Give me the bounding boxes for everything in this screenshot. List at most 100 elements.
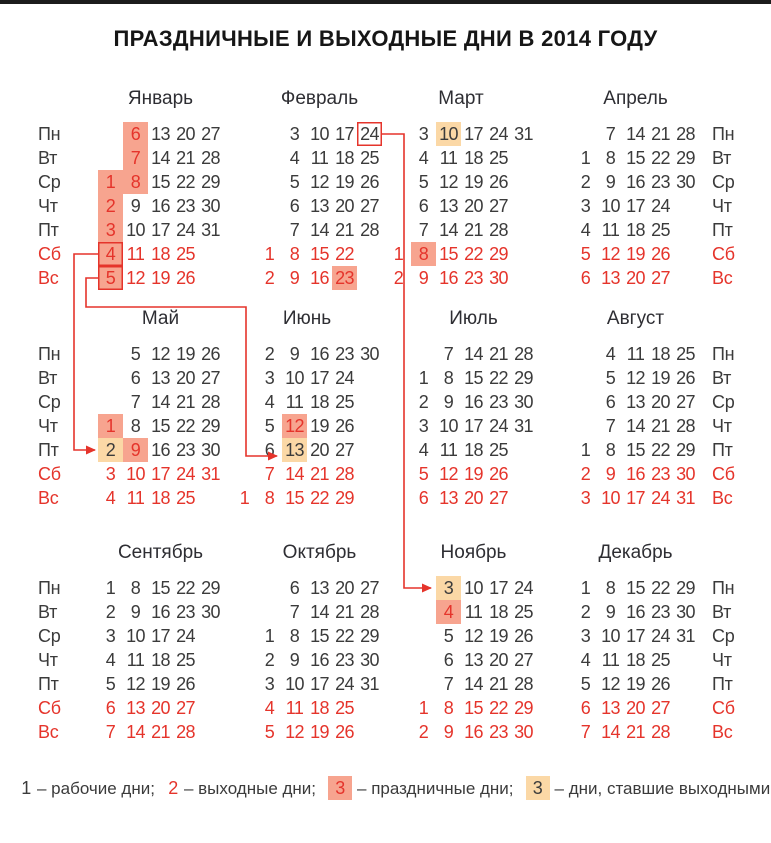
day-jul-6: 6	[418, 488, 429, 508]
day-sep-18: 18	[151, 650, 170, 670]
day-feb-8: 8	[289, 244, 300, 264]
day-jul-17: 17	[464, 416, 483, 436]
day-jan-9: 9	[130, 196, 141, 216]
day-oct-15: 15	[310, 626, 329, 646]
day-jul-19: 19	[464, 464, 483, 484]
day-jul-31: 31	[514, 416, 533, 436]
day-jun-1: 1	[239, 488, 250, 508]
day-apr-1: 1	[580, 148, 591, 168]
day-jul-2: 2	[418, 392, 429, 412]
day-dec-29: 29	[676, 578, 695, 598]
day-feb-25: 25	[360, 148, 379, 168]
day-feb-1: 1	[264, 244, 275, 264]
transfer-arrow-jan4-to-may2	[73, 253, 98, 455]
day-feb-14: 14	[310, 220, 329, 240]
month-title-mar: Март	[438, 88, 484, 109]
day-sep-7: 7	[105, 722, 116, 742]
day-jun-25: 25	[335, 392, 354, 412]
day-mar-25: 25	[489, 148, 508, 168]
day-nov-11: 11	[464, 602, 483, 622]
top-border-line	[0, 0, 771, 4]
day-feb-24: 24	[357, 122, 382, 146]
weekday-label-left-пт-band3: Пт	[38, 674, 59, 694]
day-may-10: 10	[126, 464, 145, 484]
day-dec-24: 24	[651, 626, 670, 646]
day-mar-31: 31	[514, 124, 533, 144]
day-apr-25: 25	[651, 220, 670, 240]
weekday-label-right-вт-band3: Вт	[712, 602, 732, 622]
day-sep-10: 10	[126, 626, 145, 646]
day-aug-24: 24	[651, 488, 670, 508]
day-mar-6: 6	[418, 196, 429, 216]
day-dec-15: 15	[626, 578, 645, 598]
day-mar-19: 19	[464, 172, 483, 192]
day-aug-20: 20	[651, 392, 670, 412]
weekday-label-right-чт-band2: Чт	[712, 416, 732, 436]
day-jan-25: 25	[176, 244, 195, 264]
day-feb-13: 13	[310, 196, 329, 216]
day-nov-20: 20	[489, 650, 508, 670]
day-nov-3: 3	[436, 576, 461, 600]
day-jun-15: 15	[285, 488, 304, 508]
day-feb-11: 11	[310, 148, 329, 168]
day-dec-3: 3	[580, 626, 591, 646]
day-jun-19: 19	[310, 416, 329, 436]
day-dec-22: 22	[651, 578, 670, 598]
day-jun-3: 3	[264, 368, 275, 388]
day-sep-12: 12	[126, 674, 145, 694]
day-sep-22: 22	[176, 578, 195, 598]
day-nov-2: 2	[418, 722, 429, 742]
day-jul-7: 7	[443, 344, 454, 364]
day-mar-2: 2	[393, 268, 404, 288]
day-apr-6: 6	[580, 268, 591, 288]
day-jul-12: 12	[439, 464, 458, 484]
day-jul-29: 29	[514, 368, 533, 388]
day-sep-21: 21	[151, 722, 170, 742]
weekday-label-right-вс-band2: Вс	[712, 488, 733, 508]
day-jul-21: 21	[489, 344, 508, 364]
month-title-sep: Сентябрь	[117, 542, 204, 563]
day-apr-23: 23	[651, 172, 670, 192]
day-jun-11: 11	[285, 392, 304, 412]
month-title-apr: Апрель	[603, 88, 668, 109]
day-dec-9: 9	[605, 602, 616, 622]
day-sep-2: 2	[105, 602, 116, 622]
day-mar-28: 28	[489, 220, 508, 240]
day-aug-15: 15	[626, 440, 645, 460]
day-jun-5: 5	[264, 416, 275, 436]
day-mar-11: 11	[439, 148, 458, 168]
day-nov-12: 12	[464, 626, 483, 646]
day-feb-10: 10	[310, 124, 329, 144]
day-apr-7: 7	[605, 124, 616, 144]
day-apr-2: 2	[580, 172, 591, 192]
day-jan-14: 14	[151, 148, 170, 168]
day-mar-7: 7	[418, 220, 429, 240]
day-aug-21: 21	[651, 416, 670, 436]
day-oct-10: 10	[285, 674, 304, 694]
day-jan-21: 21	[176, 148, 195, 168]
day-oct-8: 8	[289, 626, 300, 646]
day-jul-10: 10	[439, 416, 458, 436]
day-oct-6: 6	[289, 578, 300, 598]
day-mar-5: 5	[418, 172, 429, 192]
day-mar-29: 29	[489, 244, 508, 264]
day-oct-17: 17	[310, 674, 329, 694]
day-nov-27: 27	[514, 650, 533, 670]
day-jun-8: 8	[264, 488, 275, 508]
day-dec-7: 7	[580, 722, 591, 742]
day-dec-30: 30	[676, 602, 695, 622]
month-title-oct: Октябрь	[282, 542, 357, 563]
day-nov-4: 4	[436, 600, 461, 624]
day-aug-2: 2	[580, 464, 591, 484]
day-oct-11: 11	[285, 698, 304, 718]
day-sep-19: 19	[151, 674, 170, 694]
day-jan-6: 6	[123, 122, 148, 146]
day-aug-19: 19	[651, 368, 670, 388]
day-feb-26: 26	[360, 172, 379, 192]
day-jun-30: 30	[360, 344, 379, 364]
day-jun-21: 21	[310, 464, 329, 484]
day-mar-8: 8	[411, 242, 436, 266]
day-may-25: 25	[176, 488, 195, 508]
day-feb-15: 15	[310, 244, 329, 264]
day-feb-21: 21	[335, 220, 354, 240]
